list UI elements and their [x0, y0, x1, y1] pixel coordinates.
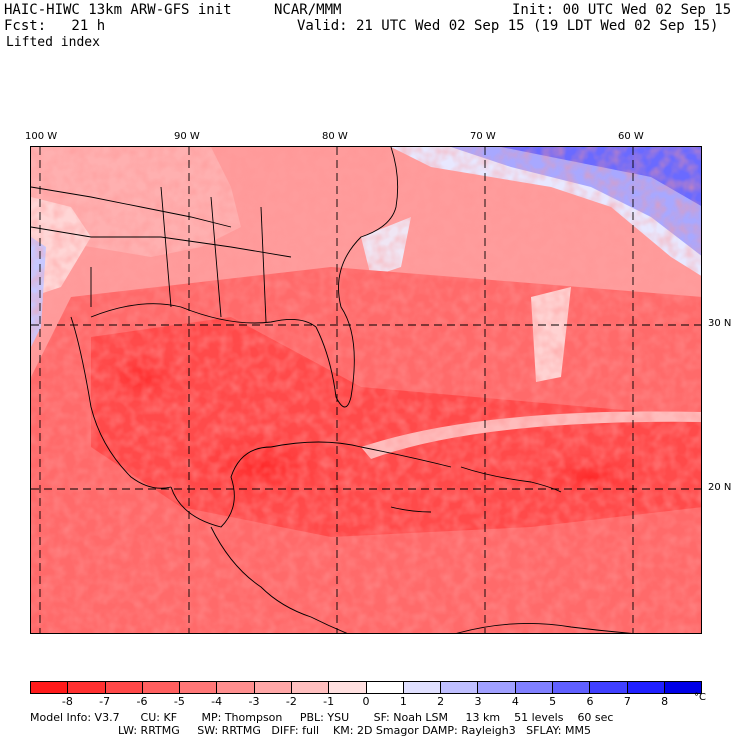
colorbar-tick-label: 0	[362, 695, 370, 708]
colorbar-swatch	[627, 682, 665, 693]
coast-south-america	[456, 622, 632, 633]
map-canvas	[31, 147, 701, 633]
colorbar-swatch	[664, 682, 702, 693]
colorbar-tick-label: -5	[173, 695, 185, 708]
valid-time: Valid: 21 UTC Wed 02 Sep 15 (19 LDT Wed …	[297, 18, 719, 34]
colorbar-tick-label: -3	[248, 695, 260, 708]
colorbar-swatch	[105, 682, 143, 693]
lon-label-90w: 90 W	[174, 131, 200, 142]
state-border-1	[31, 186, 232, 228]
contour-texture	[31, 147, 701, 633]
lon-label-70w: 70 W	[470, 131, 496, 142]
coast-mexico-west-gulf	[70, 316, 172, 489]
state-border-2	[31, 226, 292, 258]
colorbar-swatch	[552, 682, 591, 693]
colorbar-swatch	[478, 682, 516, 693]
colorbar-tick-label: 2	[437, 695, 445, 708]
colorbar-tick-label: -2	[285, 695, 297, 708]
coast-florida-east	[315, 147, 399, 408]
lon-label-100w: 100 W	[25, 131, 58, 142]
colorbar-swatch	[291, 682, 330, 693]
footer-model-info: Model Info: V3.7 CU: KF MP: Thompson PBL…	[30, 711, 614, 724]
coast-gulf-north	[90, 303, 317, 328]
forecast-hour: Fcst: 21 h	[4, 18, 106, 34]
colorbar-swatch	[329, 682, 367, 693]
footer-physics-info: LW: RRTMG SW: RRTMG DIFF: full KM: 2D Sm…	[118, 724, 591, 737]
colorbar-swatch	[254, 682, 292, 693]
init-time: Init: 00 UTC Wed 02 Sep 15	[512, 2, 732, 18]
lon-label-60w: 60 W	[618, 131, 644, 142]
org-label: NCAR/MMM	[274, 2, 342, 18]
colorbar-unit: °C	[694, 692, 706, 703]
colorbar-swatch	[180, 682, 218, 693]
colorbar	[30, 681, 702, 694]
colorbar-tick-label: -7	[99, 695, 111, 708]
graticule	[31, 147, 701, 633]
model-title: HAIC-HIWC 13km ARW-GFS init	[4, 2, 232, 18]
colorbar-swatch	[441, 682, 479, 693]
colorbar-tick-label: 6	[586, 695, 594, 708]
coast-yucatan	[170, 446, 272, 528]
colorbar-swatch	[217, 682, 255, 693]
colorbar-tick-label: -6	[136, 695, 148, 708]
coast-central-america	[210, 526, 348, 633]
colorbar-swatch	[31, 682, 69, 693]
lat-label-20n: 20 N	[708, 482, 732, 493]
lon-label-80w: 80 W	[322, 131, 348, 142]
colorbar-swatch	[403, 682, 442, 693]
coastlines	[31, 147, 632, 633]
colorbar-swatch	[366, 682, 404, 693]
colorbar-tick-label: 5	[549, 695, 557, 708]
lat-label-30n: 30 N	[708, 318, 732, 329]
coast-cuba	[270, 441, 452, 468]
field-name: Lifted index	[6, 35, 100, 50]
colorbar-tick-label: 7	[623, 695, 631, 708]
colorbar-swatch	[68, 682, 106, 693]
colorbar-tick-label: 4	[511, 695, 519, 708]
state-border-5	[160, 186, 172, 308]
state-border-4	[260, 206, 267, 323]
colorbar-tick-label: -8	[61, 695, 73, 708]
colorbar-swatch	[590, 682, 628, 693]
colorbar-tick-label: -4	[211, 695, 223, 708]
lifted-index-map	[30, 146, 702, 634]
colorbar-tick-label: 3	[474, 695, 482, 708]
colorbar-tick-label: 8	[661, 695, 669, 708]
colorbar-swatch	[142, 682, 181, 693]
colorbar-swatch	[515, 682, 553, 693]
coast-jamaica	[390, 506, 432, 513]
colorbar-tick-label: 1	[399, 695, 407, 708]
state-border-3	[210, 196, 222, 318]
colorbar-tick-label: -1	[323, 695, 335, 708]
